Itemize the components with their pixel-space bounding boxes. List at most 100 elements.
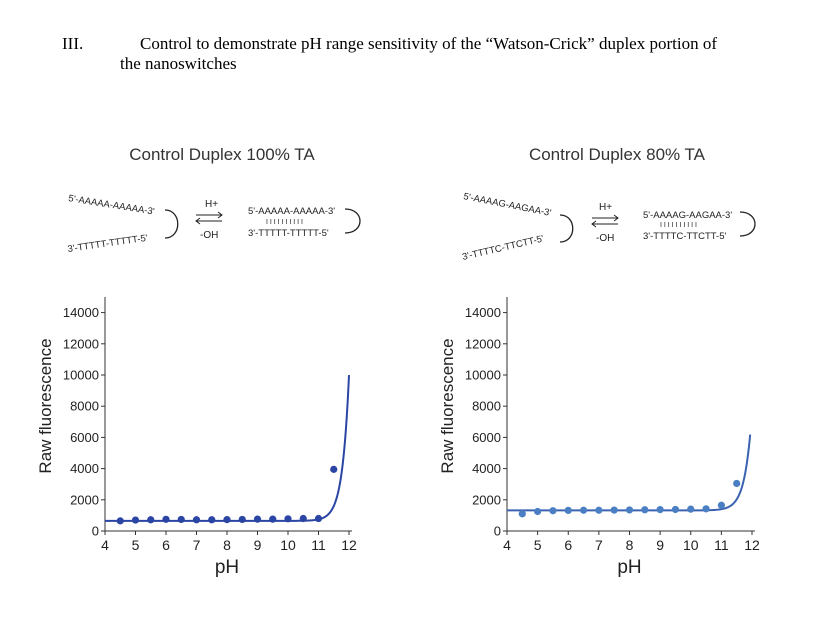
panel-1-reverse-arrowhead [195,217,201,225]
y-tick-label: 4000 [472,461,501,476]
data-point [518,510,526,518]
section-title-line-1: Control to demonstrate pH range sensitiv… [140,34,717,53]
x-tick-label: 12 [744,537,760,553]
panel-1-forward-arrowhead [217,211,223,219]
x-tick-label: 10 [683,537,699,553]
panel-1-equilibrium: H+ -OH [195,199,223,241]
panel-1-open-hairpin: 5'-AAAAA-AAAAA-3' 3'-TTTTT-TTTTT-5' [67,193,179,255]
panel-2-closed-loop [739,211,756,237]
data-point [208,516,216,524]
data-point [284,515,292,523]
data-point [253,515,262,523]
data-point [116,517,124,525]
x-tick-label: 7 [193,537,201,553]
section-title-line-2: the nanoswitches [120,54,237,73]
x-tick-label: 5 [534,537,542,553]
y-tick-label: 12000 [465,336,501,351]
panel-2-closed-duplex: 5'-AAAAG-AAGAA-3' I I I I I I I I I I 3'… [643,210,756,242]
data-point [299,514,307,523]
y-tick-label: 8000 [472,399,501,414]
chart-80-ta: 0 2000 4000 6000 8000 10000 12000 14000 4 5 6 7 8 9 10… [438,297,760,578]
panel-2-forward-arrowhead [613,214,619,222]
panel-1-closed-top-strand: 5'-AAAAA-AAAAA-3' [248,206,335,217]
y-tick-label: 0 [92,524,99,539]
data-point [549,507,557,515]
x-tick-label: 8 [626,537,634,553]
section-number: III. [62,34,84,53]
x-tick-label: 9 [656,537,664,553]
x-tick-label: 9 [254,537,262,553]
data-point [717,501,725,509]
data-point [702,505,710,513]
data-point [177,515,185,524]
panel-1-open-bottom-strand: 3'-TTTTT-TTTTT-5' [67,233,149,255]
panel-2-open-loop [559,214,574,243]
panel-2-base-label: -OH [596,233,614,244]
data-point [192,516,201,524]
panel-1-closed-loop [344,208,361,234]
data-point [656,506,664,514]
x-tick-label: 10 [280,537,296,553]
y-tick-label: 6000 [70,430,99,445]
panel-1-closed-bottom-strand: 3'-TTTTT-TTTTT-5' [248,228,329,239]
y-tick-label: 14000 [465,305,501,320]
data-point [641,506,649,514]
x-tick-label: 11 [714,537,729,553]
panel-1-open-top-strand: 5'-AAAAA-AAAAA-3' [68,193,156,218]
fit-curve [105,374,350,522]
panel-2-closed-top-strand: 5'-AAAAG-AAGAA-3' [643,210,732,221]
data-point [534,507,542,516]
y-tick-label: 4000 [70,461,99,476]
data-point [733,479,741,488]
panel-2: Control Duplex 80% TA 5'-AAAAG-AAGAA-3' … [461,145,756,263]
y-tick-label: 14000 [63,305,99,320]
x-tick-label: 7 [595,537,603,553]
panel-1-open-loop [164,209,179,239]
panel-1-title: Control Duplex 100% TA [129,145,315,164]
panel-2-title: Control Duplex 80% TA [529,145,706,164]
data-point [610,506,618,514]
panel-1-closed-duplex: 5'-AAAAA-AAAAA-3' I I I I I I I I I I 3'… [248,206,361,239]
panel-1-base-label: -OH [200,230,218,241]
x-tick-label: 4 [503,537,511,553]
x-axis-label: pH [215,557,239,578]
data-point [269,515,277,523]
panel-1: Control Duplex 100% TA 5'-AAAAA-AAAAA-3'… [67,145,361,255]
x-tick-label: 4 [101,537,109,553]
y-tick-label: 8000 [70,399,99,414]
data-point [625,506,634,514]
x-tick-label: 6 [564,537,572,553]
panel-2-open-hairpin: 5'-AAAAG-AAGAA-3' 3'-TTTTC-TTCTT-5' [461,191,574,263]
x-tick-label: 8 [223,537,231,553]
panel-2-acid-label: H+ [599,202,612,213]
y-tick-label: 10000 [465,368,501,383]
y-tick-label: 12000 [63,336,99,351]
panel-1-base-pairs: I I I I I I I I I I [266,219,303,226]
data-point [687,505,695,513]
data-point [579,506,588,514]
chart-100-ta: 0 2000 4000 6000 8000 10000 12000 14000 4 5 6 7 8 9 10… [36,297,357,578]
panel-2-reverse-arrowhead [591,220,597,228]
panel-2-open-top-strand: 5'-AAAAG-AAGAA-3' [462,191,552,219]
y-tick-label: 2000 [70,492,99,507]
y-axis-label: Raw fluorescence [36,338,55,473]
data-point [330,465,338,473]
y-tick-label: 6000 [472,430,501,445]
data-point [671,505,680,514]
x-tick-label: 6 [162,537,170,553]
x-tick-label: 12 [341,537,357,553]
panel-2-closed-bottom-strand: 3'-TTTTC-TTCTT-5' [643,231,726,242]
data-point [564,506,572,515]
x-tick-label: 11 [311,537,326,553]
y-tick-label: 2000 [472,492,501,507]
panel-2-base-pairs: I I I I I I I I I I [660,222,697,229]
data-point [223,516,231,524]
y-tick-label: 0 [494,524,501,539]
panel-2-open-bottom-strand: 3'-TTTTC-TTCTT-5' [461,233,545,262]
data-point [595,506,603,514]
fit-curve [507,434,752,512]
data-point [314,514,323,523]
y-tick-label: 10000 [63,368,99,383]
data-point [238,515,246,524]
